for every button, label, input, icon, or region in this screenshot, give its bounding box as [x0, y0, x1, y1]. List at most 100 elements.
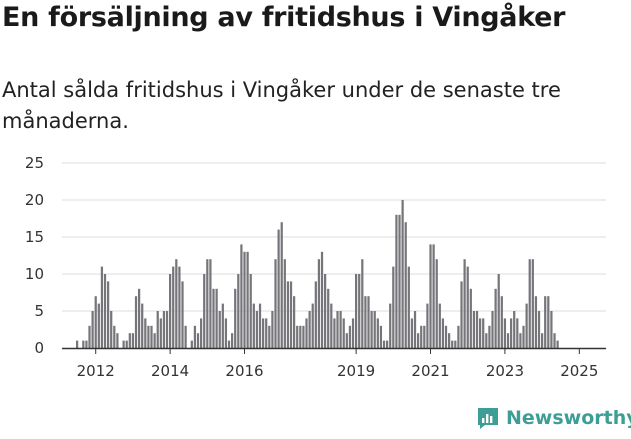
- bar: [355, 274, 358, 348]
- bar: [196, 333, 200, 348]
- bar: [330, 303, 333, 348]
- bar: [131, 333, 135, 348]
- chart-title: En försäljning av fritidshus i Vingåker: [2, 2, 566, 33]
- bar: [547, 296, 550, 348]
- bar: [398, 214, 401, 348]
- bar: [488, 325, 491, 348]
- bar: [506, 333, 510, 348]
- bar: [85, 340, 88, 348]
- x-tick-label: 2016: [225, 362, 263, 380]
- bar: [475, 311, 479, 348]
- bar: [289, 281, 293, 348]
- bar: [125, 340, 128, 348]
- bar: [441, 318, 445, 348]
- bar: [150, 325, 153, 348]
- bar: [401, 200, 404, 348]
- bar: [500, 296, 503, 348]
- bar: [327, 288, 330, 348]
- bar: [519, 333, 522, 348]
- bar: [200, 318, 203, 348]
- bar: [444, 325, 448, 348]
- bar: [410, 318, 414, 348]
- bar: [76, 340, 79, 348]
- bar: [435, 259, 438, 348]
- bar: [252, 303, 255, 348]
- bar: [404, 222, 407, 348]
- bar: [175, 259, 178, 348]
- bar: [271, 311, 274, 348]
- bar: [528, 259, 531, 348]
- bar: [178, 266, 181, 348]
- bar: [348, 325, 352, 348]
- bar: [386, 340, 389, 348]
- bar: [516, 318, 519, 348]
- bar: [159, 318, 162, 348]
- bar: [246, 251, 249, 348]
- bar: [243, 251, 246, 348]
- bar: [324, 274, 327, 348]
- bar: [193, 325, 197, 348]
- bar: [203, 274, 206, 348]
- newsworthy-logo-icon: [478, 408, 498, 429]
- bar: [407, 266, 410, 348]
- bar: [107, 281, 110, 348]
- bar: [299, 325, 302, 348]
- bar: [240, 244, 243, 348]
- x-tick-label: 2019: [337, 362, 375, 380]
- bar: [172, 266, 175, 348]
- bar: [283, 259, 286, 348]
- bar: [82, 340, 85, 348]
- bar: [110, 311, 113, 348]
- bar: [482, 318, 485, 348]
- bar: [212, 288, 215, 348]
- bar: [94, 296, 97, 348]
- bar: [413, 311, 417, 348]
- bar: [308, 311, 311, 348]
- bar: [258, 303, 262, 348]
- bar: [370, 311, 373, 348]
- bar: [553, 333, 556, 348]
- bar: [379, 325, 383, 348]
- bar: [345, 333, 348, 348]
- bar: [423, 325, 426, 348]
- y-tick-label: 15: [25, 228, 44, 246]
- bar: [128, 333, 131, 348]
- bar: [97, 303, 100, 348]
- bar: [268, 325, 271, 348]
- bar: [503, 318, 507, 348]
- brand-logo: Newsworthy: [476, 406, 631, 430]
- bar: [122, 340, 125, 348]
- bar: [311, 303, 314, 348]
- bar: [460, 281, 463, 348]
- bar: [513, 311, 516, 348]
- bar: [209, 259, 212, 348]
- bar: [153, 333, 156, 348]
- x-tick-label: 2021: [411, 362, 449, 380]
- y-tick-label: 25: [25, 154, 44, 172]
- bar: [395, 214, 398, 348]
- bar: [454, 340, 457, 348]
- bar: [451, 340, 454, 348]
- bar: [373, 311, 376, 348]
- bar: [469, 288, 472, 348]
- bar: [317, 259, 321, 348]
- bar: [314, 281, 317, 348]
- bar: [510, 318, 513, 348]
- bar: [432, 244, 435, 348]
- bar: [494, 288, 497, 348]
- bar: [550, 311, 553, 348]
- bar: [497, 274, 500, 348]
- annotations: 1: [578, 0, 588, 4]
- bar: [249, 274, 252, 348]
- bar: [351, 318, 355, 348]
- y-tick-label: 20: [25, 191, 44, 209]
- bar: [541, 333, 544, 348]
- bar: [491, 311, 494, 348]
- bar: [376, 318, 379, 348]
- data-label: 1: [578, 0, 588, 4]
- bar: [479, 318, 482, 348]
- bar: [463, 259, 466, 348]
- chart-subtitle: Antal sålda fritidshus i Vingåker under …: [2, 78, 561, 133]
- bar: [231, 333, 234, 348]
- bar: [466, 266, 469, 348]
